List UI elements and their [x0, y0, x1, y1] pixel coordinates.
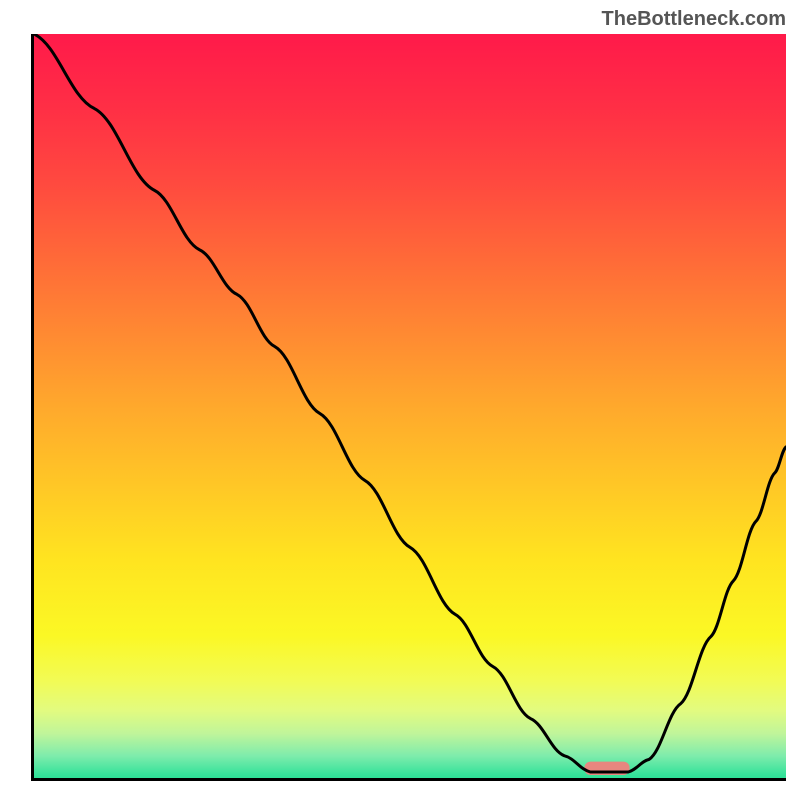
- curve-layer: [34, 34, 786, 778]
- x-axis-line: [31, 778, 786, 781]
- y-axis-line: [31, 34, 34, 778]
- bottleneck-chart: [0, 0, 800, 800]
- plot-area: [34, 34, 786, 778]
- bottleneck-curve: [34, 34, 786, 772]
- watermark-text: TheBottleneck.com: [602, 8, 786, 31]
